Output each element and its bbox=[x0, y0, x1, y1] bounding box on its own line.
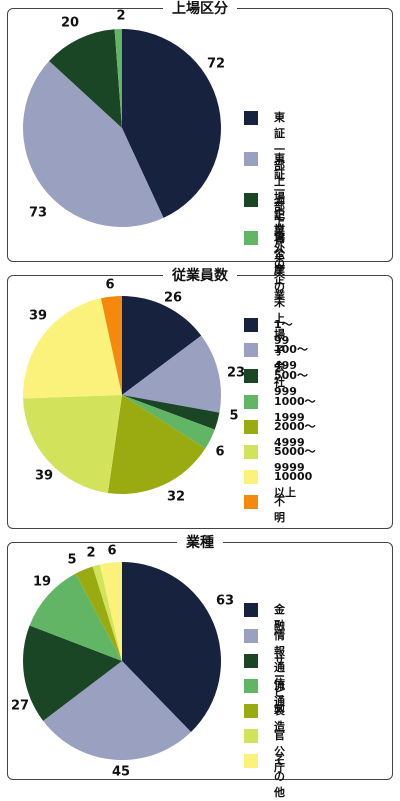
data-label: 39 bbox=[35, 469, 53, 484]
pie-slice bbox=[107, 395, 206, 494]
chart-title: 従業員数 bbox=[163, 266, 237, 286]
pie-slice bbox=[122, 29, 221, 218]
pie-slice bbox=[75, 566, 122, 661]
legend-swatch bbox=[244, 111, 258, 125]
pie-slice bbox=[92, 564, 122, 661]
data-label: 5 bbox=[67, 553, 76, 568]
legend-item: 東証一部上場企業の 未上場子会社 bbox=[244, 151, 285, 391]
chart-title: 業種 bbox=[177, 533, 223, 553]
legend-swatch bbox=[244, 729, 258, 743]
legend-swatch bbox=[244, 629, 258, 643]
data-label: 19 bbox=[33, 575, 51, 590]
pie-slice bbox=[23, 61, 164, 227]
legend-item: 情報通信 bbox=[244, 628, 285, 692]
legend-label: 東証一部上場企業の 未上場子会社 bbox=[274, 152, 285, 389]
data-label: 20 bbox=[61, 16, 79, 31]
data-label: 2 bbox=[86, 546, 95, 561]
legend-label: 10000以上 bbox=[274, 470, 313, 499]
legend-swatch bbox=[244, 231, 258, 245]
legend-swatch bbox=[244, 343, 258, 357]
pie-slice bbox=[23, 395, 122, 493]
legend-label: 金融 bbox=[274, 603, 285, 632]
legend-swatch bbox=[244, 318, 258, 332]
legend-item: 金融 bbox=[244, 602, 285, 634]
pie-slice bbox=[99, 562, 122, 661]
data-label: 6 bbox=[105, 278, 114, 293]
pie-slice bbox=[122, 395, 215, 449]
legend-swatch bbox=[244, 495, 258, 509]
legend-swatch bbox=[244, 470, 258, 484]
legend-label: 1000〜1999 bbox=[274, 395, 316, 424]
legend-label: サービス bbox=[274, 654, 285, 715]
legend-item: 官公庁 bbox=[244, 728, 285, 776]
legend-item: その他 bbox=[244, 753, 285, 801]
legend-label: 東証一部上場企業 bbox=[274, 111, 285, 236]
legend-label: 5000〜9999 bbox=[274, 445, 316, 474]
legend-label: 上記以外の企業 bbox=[274, 193, 285, 302]
legend-item: 5000〜9999 bbox=[244, 444, 316, 476]
data-label: 5 bbox=[229, 409, 238, 424]
legend-item: 官公庁 bbox=[244, 230, 285, 278]
legend-swatch bbox=[244, 420, 258, 434]
data-label: 45 bbox=[112, 765, 130, 780]
legend-swatch bbox=[244, 603, 258, 617]
legend-label: 2000〜4999 bbox=[274, 420, 316, 449]
legend-item: 上記以外の企業 bbox=[244, 192, 285, 304]
legend-label: 官公庁 bbox=[274, 231, 285, 276]
data-label: 23 bbox=[227, 366, 245, 381]
legend-item: 500〜999 bbox=[244, 368, 308, 400]
pie-slice bbox=[23, 298, 122, 399]
legend-swatch bbox=[244, 369, 258, 383]
legend-label: その他 bbox=[274, 754, 285, 799]
pie-slice bbox=[23, 625, 122, 721]
legend-item: 100〜499 bbox=[244, 342, 308, 374]
data-label: 73 bbox=[29, 206, 47, 221]
legend-item: 不明 bbox=[244, 494, 285, 526]
legend-swatch bbox=[244, 395, 258, 409]
legend-swatch bbox=[244, 754, 258, 768]
legend-item: 流通 bbox=[244, 678, 285, 710]
pie-slice bbox=[29, 573, 122, 661]
pie-slice bbox=[49, 29, 122, 128]
legend-swatch bbox=[244, 193, 258, 207]
legend-label: 不明 bbox=[274, 495, 285, 524]
legend-swatch bbox=[244, 654, 258, 668]
legend-swatch bbox=[244, 445, 258, 459]
pie-slice bbox=[100, 296, 122, 395]
legend-swatch bbox=[244, 679, 258, 693]
pie-slice bbox=[122, 395, 220, 430]
legend-label: 100〜499 bbox=[274, 343, 308, 372]
pie-slice bbox=[43, 661, 192, 760]
legend-label: 流通 bbox=[274, 679, 285, 708]
legend-item: 1000〜1999 bbox=[244, 394, 316, 426]
data-label: 6 bbox=[215, 445, 224, 460]
legend-item: 東証一部上場企業 bbox=[244, 110, 285, 238]
data-label: 39 bbox=[29, 309, 47, 324]
legend-item: 2000〜4999 bbox=[244, 419, 316, 451]
legend-swatch bbox=[244, 704, 258, 718]
legend-swatch bbox=[244, 152, 258, 166]
legend-item: 製造 bbox=[244, 703, 285, 735]
legend-label: 官公庁 bbox=[274, 729, 285, 774]
chart-title: 上場区分 bbox=[163, 0, 237, 19]
legend-label: 1〜99 bbox=[274, 318, 293, 347]
legend-label: 製造 bbox=[274, 704, 285, 733]
legend-label: 500〜999 bbox=[274, 369, 308, 398]
pie-slice bbox=[122, 296, 202, 395]
data-label: 6 bbox=[107, 544, 116, 559]
data-label: 63 bbox=[216, 594, 234, 609]
legend-item: サービス bbox=[244, 653, 285, 717]
legend-label: 情報通信 bbox=[274, 629, 285, 690]
data-label: 32 bbox=[167, 490, 185, 505]
pie-slice bbox=[114, 29, 122, 128]
data-label: 26 bbox=[164, 291, 182, 306]
pie-slice bbox=[122, 562, 221, 732]
legend-item: 10000以上 bbox=[244, 469, 312, 501]
data-label: 27 bbox=[11, 699, 29, 714]
data-label: 2 bbox=[116, 9, 125, 24]
pie-slice bbox=[122, 335, 221, 413]
data-label: 72 bbox=[207, 57, 225, 72]
legend-item: 1〜99 bbox=[244, 317, 293, 349]
